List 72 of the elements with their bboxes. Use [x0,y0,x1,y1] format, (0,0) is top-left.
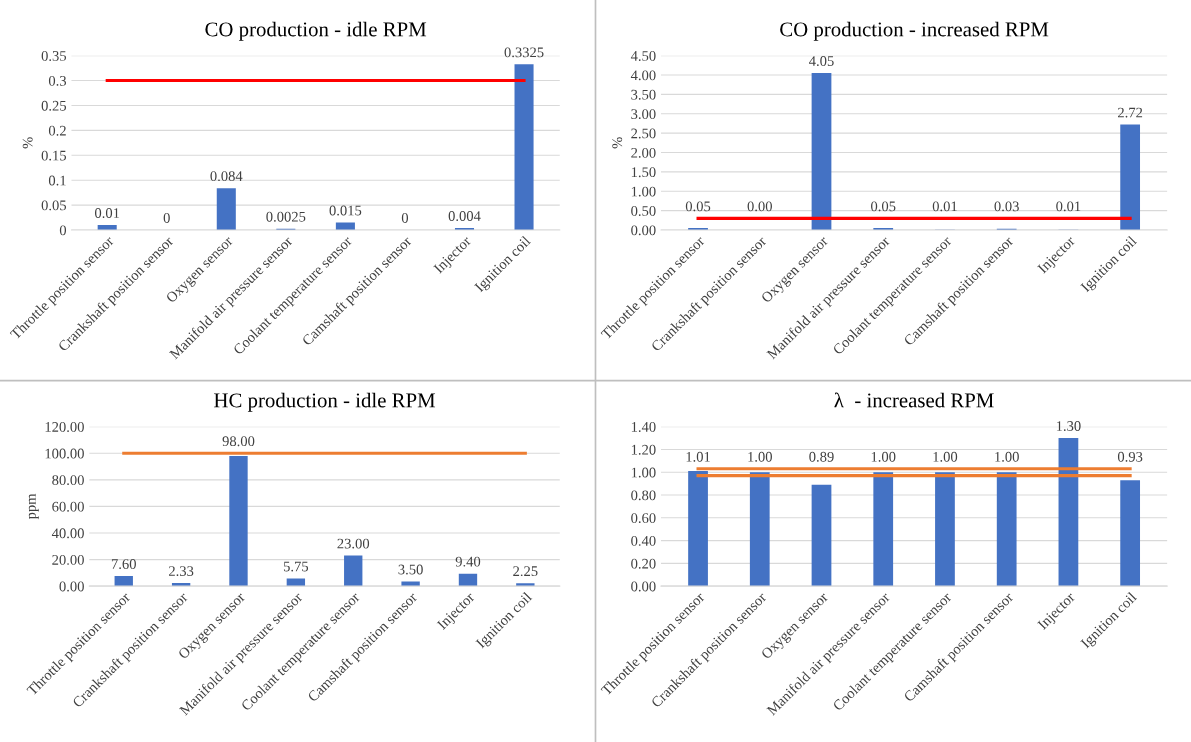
data-label: 0.0025 [266,211,306,222]
data-label: 2.25 [513,566,538,577]
y-tick-label: 0.50 [631,206,656,216]
data-label: 0.05 [871,201,896,212]
y-tick-label: 1.40 [631,422,656,432]
data-label: 0 [401,213,409,223]
data-label: 0.015 [329,205,362,216]
data-label: 0.004 [448,211,481,221]
y-tick-label: 0.20 [631,558,656,569]
y-tick-label: 0.80 [631,490,656,501]
y-axis-title: ppm [28,493,39,520]
chart-title: CO production - increased RPM [780,21,1049,41]
data-label: 0.084 [210,171,243,182]
y-tick-label: 60.00 [52,501,84,512]
data-label: 1.00 [748,451,772,462]
y-tick-label: 1.00 [631,467,656,478]
y-tick-label: 80.00 [52,475,84,486]
y-tick-label: 0.60 [631,513,656,524]
y-tick-label: 0.15 [41,150,67,161]
data-label: 0.3325 [504,47,544,58]
data-label: 0.01 [1056,201,1081,212]
y-tick-label: 40.00 [51,528,84,539]
data-label: 0.93 [1117,451,1143,462]
data-label: 1.00 [933,451,958,462]
y-tick-label: 3.50 [631,89,656,100]
y-tick-label: 2.00 [631,147,656,158]
data-label: 2.72 [1118,107,1143,118]
data-label: 0.89 [809,451,834,462]
data-label: 0.03 [994,201,1019,212]
y-tick-label: 0 [59,225,67,236]
y-axis-title: % [22,137,33,149]
data-label: 0 [163,213,170,223]
y-tick-label: 3.00 [631,109,656,120]
y-tick-label: 0.25 [41,100,67,111]
data-label: 5.75 [283,561,309,572]
y-tick-label: 0.2 [48,125,66,136]
data-label: 1.01 [686,451,710,462]
y-tick-label: 20.00 [52,554,84,565]
data-label: 1.00 [871,451,896,462]
y-tick-label: 100.00 [45,448,84,459]
chart-title: HC production - idle RPM [214,392,436,412]
data-label: 1.30 [1056,421,1081,431]
data-label: 0.01 [94,208,120,218]
y-tick-label: 120.00 [45,422,84,432]
y-tick-label: 1.00 [631,186,656,197]
data-label: 0.05 [685,201,711,212]
data-label: 3.50 [398,564,423,575]
y-tick-label: 0.05 [41,200,67,211]
y-tick-label: 0.00 [631,225,656,236]
data-label: 0.01 [932,201,957,212]
data-label: 4.05 [809,56,834,67]
data-label: 1.00 [995,451,1019,462]
data-label: 0.00 [747,201,772,212]
y-tick-label: 4.50 [630,51,656,61]
y-tick-label: 1.50 [631,167,656,178]
y-tick-label: 0.1 [48,175,66,186]
chart-title: λ - increased RPM [834,392,994,408]
y-tick-label: 0.00 [631,581,656,592]
y-tick-label: 0.35 [41,51,67,61]
y-tick-label: 0.00 [59,581,84,592]
data-label: 23.00 [337,538,370,549]
data-label: 7.60 [111,559,136,570]
y-axis-title: % [612,137,623,149]
y-tick-label: 2.50 [631,128,656,139]
chart-title: CO production - idle RPM [205,21,427,41]
data-label: 2.33 [169,566,194,577]
data-label: 9.40 [455,556,481,567]
y-tick-label: 4.00 [630,70,656,81]
data-label: 98.00 [222,436,255,447]
y-tick-label: 0.3 [48,75,67,86]
y-tick-label: 1.20 [631,444,656,455]
y-tick-label: 0.40 [631,535,656,546]
